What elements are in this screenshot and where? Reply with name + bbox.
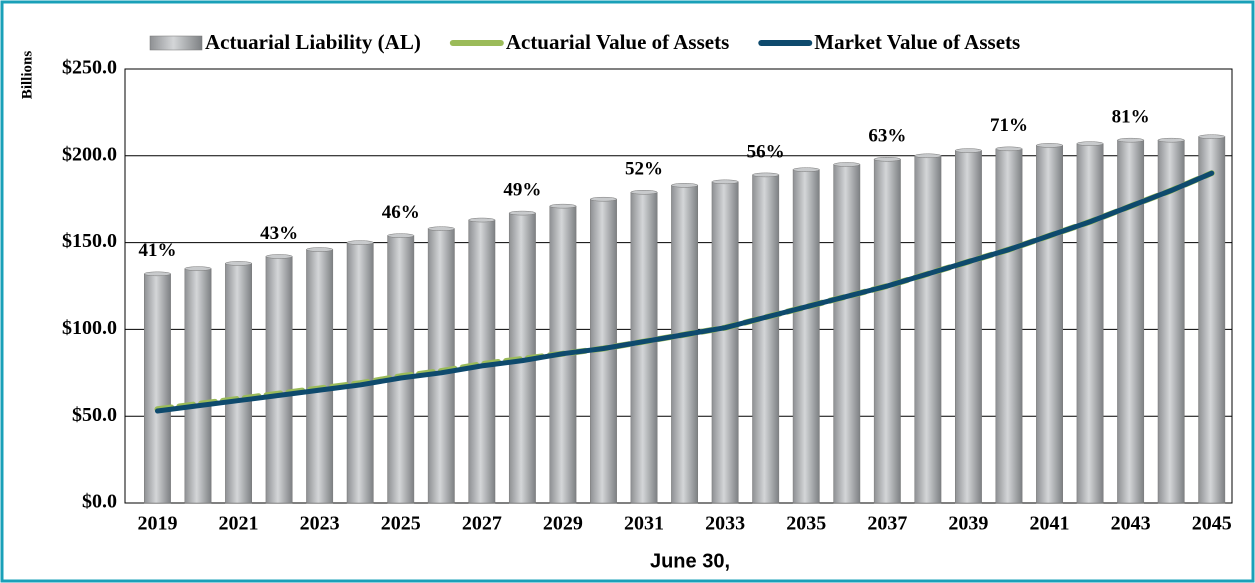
x-tick-label: 2025 [381,513,421,535]
bar-top [955,148,982,153]
bar-top [833,162,861,167]
bar-top [346,240,374,245]
bar [671,185,699,504]
legend-swatch [149,35,203,51]
bar-top [225,261,252,266]
funded-ratio-label: 49% [503,179,541,200]
funded-ratio-label: 46% [382,202,420,223]
funded-ratio-label: 63% [868,126,906,147]
bar [1036,145,1063,504]
bar [265,256,293,504]
bar-top [184,266,212,271]
bar [630,192,658,504]
bar-top [549,203,577,209]
y-axis-label: Billions [19,51,35,100]
bar [144,273,171,504]
bar [427,228,455,504]
bar-top [995,146,1023,152]
x-axis-label: June 30, [650,550,730,572]
funded-ratio-label: 43% [260,223,298,244]
bar [225,263,252,504]
x-tick-label: 2037 [867,513,907,535]
bar-top [590,196,617,202]
bar-top [508,210,536,216]
bar-top [387,233,415,238]
bar-top [306,247,334,252]
bar [914,155,942,504]
legend: Actuarial Liability (AL) Actuarial Value … [149,30,1020,54]
funded-ratio-label: 56% [747,141,785,162]
y-tick-label: $150.0 [62,230,117,252]
bar-top [265,254,293,259]
bar [711,181,739,504]
bar-top [711,179,739,185]
bar [873,159,901,504]
bar-top [873,157,901,162]
x-tick-label: 2043 [1111,513,1151,535]
bar [1076,143,1104,504]
bar [1117,139,1145,504]
bar-top [792,167,820,172]
bar [1157,139,1185,504]
bar-top [1036,143,1063,148]
bar-top [671,183,699,188]
x-tick-label: 2023 [300,513,340,535]
x-tick-label: 2041 [1030,513,1070,535]
x-tick-label: 2031 [624,513,664,535]
bar-top [914,153,942,159]
y-tick-label: $0.0 [82,491,117,513]
legend-label: Actuarial Value of Assets [506,30,729,54]
bar-top [468,217,496,223]
bar-top [1198,134,1226,139]
x-tick-label: 2045 [1192,513,1232,535]
y-tick-label: $200.0 [62,143,117,165]
x-tick-label: 2019 [137,513,177,535]
funded-ratio-label: 81% [1112,107,1150,128]
bar [752,174,780,504]
bar [995,148,1023,504]
y-tick-label: $250.0 [62,57,117,79]
legend-label: Market Value of Assets [814,30,1020,54]
bar-top [1076,141,1104,146]
bar [306,249,334,504]
bar [792,169,820,504]
bar [1198,136,1226,504]
funded-ratio-label: 41% [138,240,176,261]
y-tick-label: $100.0 [62,317,117,339]
bar [346,242,374,504]
funded-ratio-label: 52% [625,159,663,180]
bar [955,150,982,504]
x-tick-label: 2033 [705,513,745,535]
bar [184,268,212,504]
bar-top [427,226,455,231]
y-tick-label: $50.0 [72,404,117,426]
bar-top [144,271,171,277]
x-tick-label: 2021 [219,513,259,535]
x-tick-label: 2039 [948,513,988,535]
series-line [154,170,1215,414]
x-tick-label: 2029 [543,513,583,535]
bar [387,235,415,504]
bar [833,164,861,504]
legend-label: Actuarial Liability (AL) [205,30,421,54]
bar-top [630,190,658,195]
bar-top [752,172,780,178]
x-tick-label: 2027 [462,513,502,535]
bar-top [1157,137,1185,143]
x-tick-label: 2035 [786,513,826,535]
bar-top [1117,137,1145,143]
funded-ratio-label: 71% [990,115,1028,136]
